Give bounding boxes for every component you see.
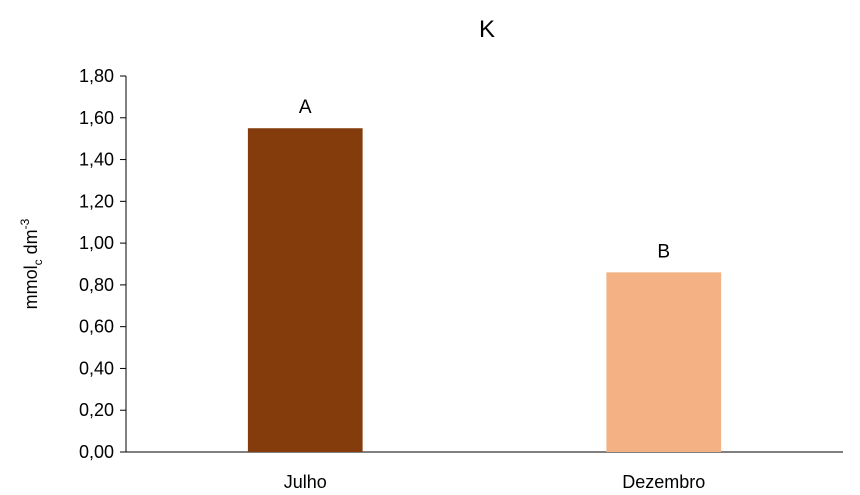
y-tick-label: 0,80 [79,275,114,295]
y-tick-label: 1,80 [79,66,114,86]
y-tick-label: 1,40 [79,150,114,170]
y-tick-label: 0,00 [79,442,114,462]
y-axis-title-part: mmol [21,265,41,309]
y-tick-label: 0,60 [79,317,114,337]
bars [247,128,722,452]
y-axis-ticks: 0,00 0,20 0,40 0,60 0,80 1,00 1,20 1,40 1,60 1,80 [79,66,126,462]
y-tick-label: 0,40 [79,358,114,378]
y-axis-title: mmolc dm-3 [18,218,45,309]
bar-dezembro [606,272,722,452]
y-tick-label: 1,00 [79,233,114,253]
x-axis-labels: Julho Dezembro [284,472,706,492]
x-tick-label-dezembro: Dezembro [622,472,705,492]
y-axis-title-part: dm [21,229,41,259]
x-tick-label-julho: Julho [284,472,327,492]
data-label-julho: A [299,97,312,118]
y-axis-title-part: -3 [18,218,32,229]
chart-title: K [479,16,495,43]
y-tick-label: 0,20 [79,400,114,420]
data-labels: AB [299,97,670,262]
y-tick-label: 1,60 [79,108,114,128]
bar-julho [247,128,363,452]
data-label-dezembro: B [657,241,670,262]
y-tick-label: 1,20 [79,191,114,211]
y-axis-title-part: c [31,259,45,265]
